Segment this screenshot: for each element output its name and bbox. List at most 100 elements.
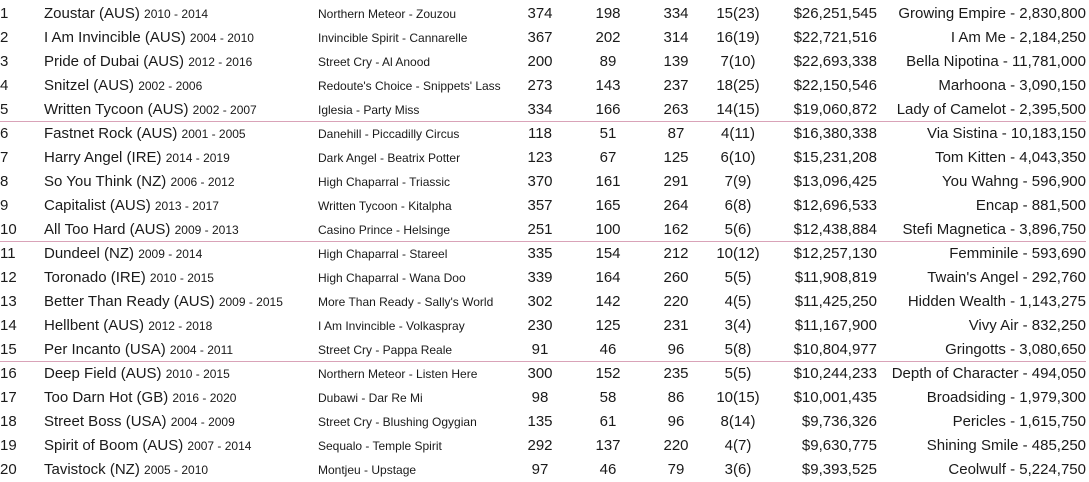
- prize-money: $19,060,872: [793, 101, 877, 118]
- stat-4: 6(8): [724, 197, 752, 214]
- rank: 20: [0, 461, 17, 478]
- sire-name: Toronado (IRE) 2010 - 2015: [44, 269, 214, 286]
- stat-4: 8(14): [720, 413, 756, 430]
- sire-name-text: Harry Angel (IRE): [44, 149, 162, 166]
- stat-3: 125: [663, 149, 689, 166]
- sire-name: Deep Field (AUS) 2010 - 2015: [44, 365, 230, 382]
- sire-name-text: Dundeel (NZ): [44, 245, 135, 262]
- prize-money: $11,425,250: [794, 293, 877, 310]
- top-earner: Lady of Camelot - 2,395,500: [896, 101, 1086, 118]
- stat-2: 125: [595, 317, 621, 334]
- table-row: 18 Street Boss (USA) 2004 - 2009 Street Cr…: [0, 410, 1086, 434]
- stat-2: 154: [595, 245, 621, 262]
- pedigree: Northern Meteor - Listen Here: [318, 367, 478, 381]
- rank: 18: [0, 413, 17, 430]
- racing-years: 2010 - 2015: [149, 271, 214, 285]
- sire-name-text: Toronado (IRE): [44, 269, 146, 286]
- rank: 6: [0, 125, 9, 142]
- pedigree: More Than Ready - Sally's World: [318, 295, 494, 309]
- stat-2: 143: [595, 77, 621, 94]
- racing-years: 2007 - 2014: [187, 439, 252, 453]
- racing-years: 2009 - 2013: [174, 223, 239, 237]
- prize-money: $13,096,425: [793, 173, 877, 190]
- table-row: 9 Capitalist (AUS) 2013 - 2017 Written Tyc…: [0, 194, 1086, 218]
- stat-3: 291: [663, 173, 689, 190]
- prize-money: $12,438,884: [793, 221, 877, 238]
- stat-3: 264: [663, 197, 689, 214]
- stat-4: 6(10): [720, 149, 756, 166]
- stat-3: 96: [667, 341, 685, 358]
- table-row: 1 Zoustar (AUS) 2010 - 2014 Northern Meteo…: [0, 2, 1086, 26]
- stat-4: 5(6): [724, 221, 752, 238]
- stat-2: 164: [595, 269, 621, 286]
- stat-3: 235: [663, 365, 689, 382]
- pedigree: Sequalo - Temple Spirit: [318, 439, 442, 453]
- stat-3: 260: [663, 269, 689, 286]
- prize-money: $10,804,977: [793, 341, 877, 358]
- rank: 16: [0, 365, 17, 382]
- stat-2: 152: [595, 365, 621, 382]
- stat-3: 237: [663, 77, 689, 94]
- stat-3: 212: [663, 245, 689, 262]
- stat-2: 67: [599, 149, 617, 166]
- stat-4: 15(23): [716, 5, 760, 22]
- sire-name: Zoustar (AUS) 2010 - 2014: [44, 5, 208, 22]
- table-row: 16 Deep Field (AUS) 2010 - 2015 Northern M…: [0, 362, 1086, 386]
- prize-money: $22,721,516: [793, 29, 877, 46]
- rank: 4: [0, 77, 9, 94]
- table-row: 7 Harry Angel (IRE) 2014 - 2019 Dark Angel…: [0, 146, 1086, 170]
- prize-money: $12,257,130: [793, 245, 877, 262]
- stat-3: 86: [667, 389, 685, 406]
- stat-3: 87: [667, 125, 685, 142]
- pedigree: High Chaparral - Triassic: [318, 175, 451, 189]
- table-row: 14 Hellbent (AUS) 2012 - 2018 I Am Invinci…: [0, 314, 1086, 338]
- rank: 2: [0, 29, 9, 46]
- sire-name: Spirit of Boom (AUS) 2007 - 2014: [44, 437, 251, 454]
- stat-2: 166: [595, 101, 621, 118]
- racing-years: 2013 - 2017: [154, 199, 219, 213]
- rank: 8: [0, 173, 9, 190]
- table-row: 15 Per Incanto (USA) 2004 - 2011 Street Cr…: [0, 338, 1086, 362]
- stat-2: 51: [599, 125, 617, 142]
- racing-years: 2010 - 2015: [165, 367, 230, 381]
- racing-years: 2004 - 2009: [170, 415, 235, 429]
- sire-name: Street Boss (USA) 2004 - 2009: [44, 413, 235, 430]
- prize-money: $9,736,326: [801, 413, 877, 430]
- rank: 1: [0, 5, 9, 22]
- sire-name: So You Think (NZ) 2006 - 2012: [44, 173, 235, 190]
- sire-name: I Am Invincible (AUS) 2004 - 2010: [44, 29, 254, 46]
- pedigree: Iglesia - Party Miss: [318, 103, 420, 117]
- rank: 5: [0, 101, 9, 118]
- sire-name-text: Pride of Dubai (AUS): [44, 53, 185, 70]
- stat-4: 10(15): [716, 389, 760, 406]
- pedigree: Dubawi - Dar Re Mi: [318, 391, 423, 405]
- stat-1: 300: [527, 365, 553, 382]
- racing-years: 2004 - 2011: [169, 343, 234, 357]
- top-earner: Broadsiding - 1,979,300: [926, 389, 1086, 406]
- sire-name-text: Per Incanto (USA): [44, 341, 166, 358]
- table-row: 17 Too Darn Hot (GB) 2016 - 2020 Dubawi - …: [0, 386, 1086, 410]
- top-earner: Marhoona - 3,090,150: [938, 77, 1086, 94]
- sire-name-text: Hellbent (AUS): [44, 317, 145, 334]
- table-row: 19 Spirit of Boom (AUS) 2007 - 2014 Sequal…: [0, 434, 1086, 458]
- pedigree: Street Cry - Pappa Reale: [318, 343, 453, 357]
- stat-4: 5(5): [724, 365, 752, 382]
- top-earner: Vivy Air - 832,250: [968, 317, 1086, 334]
- stat-2: 142: [595, 293, 621, 310]
- stat-4: 4(11): [721, 125, 755, 142]
- stat-4: 4(5): [724, 293, 752, 310]
- rank: 15: [0, 341, 17, 358]
- stat-4: 18(25): [716, 77, 760, 94]
- stat-1: 135: [527, 413, 553, 430]
- stat-3: 139: [663, 53, 689, 70]
- rank: 3: [0, 53, 9, 70]
- rank: 9: [0, 197, 9, 214]
- sire-name-text: Better Than Ready (AUS): [44, 293, 215, 310]
- sire-name-text: Street Boss (USA): [44, 413, 167, 430]
- sire-name: Tavistock (NZ) 2005 - 2010: [44, 461, 208, 478]
- pedigree: Street Cry - Blushing Ogygian: [318, 415, 477, 429]
- top-earner: Bella Nipotina - 11,781,000: [906, 53, 1086, 70]
- prize-money: $9,393,525: [801, 461, 877, 478]
- sire-name: Per Incanto (USA) 2004 - 2011: [44, 341, 233, 358]
- prize-money: $11,167,900: [794, 317, 877, 334]
